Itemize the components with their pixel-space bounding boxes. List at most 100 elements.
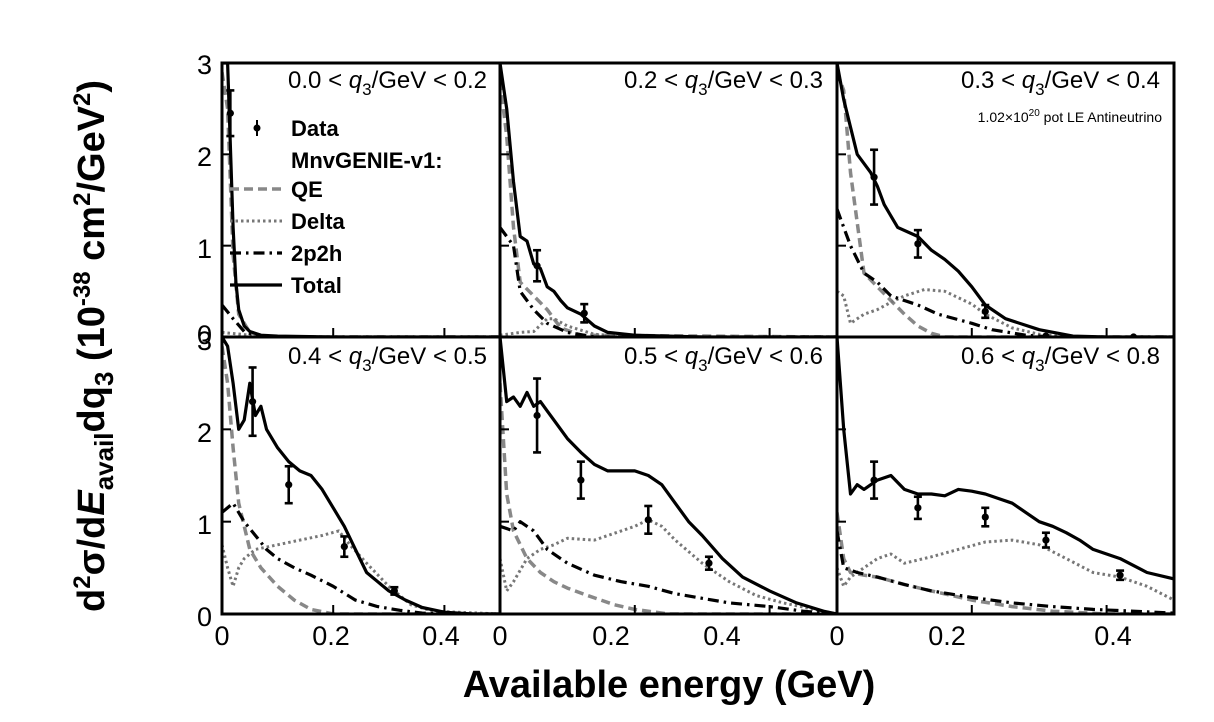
panel-1-total-line — [222, 63, 500, 337]
panel-1-marker-1 — [226, 109, 234, 117]
legend-data-label: Data — [291, 116, 339, 141]
panel-6-frame — [835, 335, 1176, 616]
panel-label-6: 0.6 < q3/GeV < 0.8 — [961, 343, 1160, 375]
panel-2-total-line — [500, 63, 837, 337]
legend-delta-label: Delta — [291, 209, 346, 234]
y-axis-title: d2σ/dEavaildq3 (10-38 cm2/GeV2) — [69, 80, 119, 612]
panel-5-2p2h-line — [500, 520, 837, 614]
panel-label-2: 0.2 < q3/GeV < 0.3 — [624, 67, 823, 99]
panel-4-plot — [222, 337, 500, 614]
y-tick-1-bottom: 1 — [197, 510, 212, 540]
panel-1-data-point-1 — [226, 89, 235, 138]
panel-1-frame — [220, 61, 502, 339]
panel-2-plot — [500, 63, 837, 337]
panel-6-data-point-1 — [870, 460, 879, 500]
panel-3-data-point-2 — [913, 228, 922, 259]
panel-4-marker-2 — [285, 481, 293, 489]
x-tick-0.4-p3: 0.4 — [1094, 621, 1132, 651]
panel-1-qe-line — [222, 71, 500, 337]
panel-6-data-point-4 — [1041, 531, 1050, 549]
panel-1-plot — [222, 63, 500, 337]
panel-6-total-line — [837, 337, 1174, 581]
y-tick-0-top: 0 — [197, 320, 212, 350]
panel-frames — [220, 61, 1176, 616]
panel-4 — [222, 337, 500, 614]
y-tick-0-bottom: 0 — [197, 602, 212, 632]
panel-5-marker-4 — [705, 559, 713, 567]
panel-4-marker-1 — [248, 398, 257, 406]
panel-4-2p2h-line — [222, 501, 500, 614]
y-tick-1-top: 1 — [197, 234, 212, 264]
panel-4-marker-4 — [390, 587, 398, 595]
panel-1-2p2h-line — [222, 303, 500, 337]
panel-6-marker-3 — [981, 513, 989, 521]
panel-3-qe-line — [837, 71, 1174, 337]
panels-group — [222, 63, 1174, 614]
panel-label-3: 0.3 < q3/GeV < 0.4 — [961, 67, 1160, 99]
panel-5-data-point-2 — [576, 460, 585, 500]
y-tick-2-bottom: 2 — [197, 418, 212, 448]
legend-qe-label: QE — [291, 177, 323, 202]
y-tick-2-top: 2 — [197, 142, 212, 172]
panel-label-5: 0.5 < q3/GeV < 0.6 — [624, 343, 823, 375]
x-tick-0-p3: 0 — [829, 621, 844, 651]
panel-3-marker-2 — [914, 240, 922, 248]
panel-6-marker-2 — [914, 504, 922, 512]
panel-3-data-point-1 — [870, 148, 879, 206]
x-tick-0.4-p1: 0.4 — [422, 621, 460, 651]
panel-6-data-point-3 — [981, 506, 990, 528]
y-tick-3-bottom: 3 — [197, 326, 212, 356]
panel-3-marker-3 — [981, 307, 989, 316]
panel-4-data-point-3 — [340, 535, 349, 559]
x-tick-0.4-p2: 0.4 — [703, 621, 741, 651]
panel-5 — [500, 337, 837, 614]
panel-2-marker-2 — [580, 309, 588, 317]
panel-5-total-line — [500, 337, 837, 614]
panel-3-total-line — [837, 63, 1174, 337]
legend: Data MnvGENIE-v1: QE Delta 2p2h Total — [230, 116, 443, 298]
panel-3-plot — [837, 63, 1174, 337]
panel-3-marker-1 — [870, 173, 878, 181]
panel-5-data-point-4 — [704, 555, 713, 571]
panel-5-qe-line — [500, 383, 837, 614]
x-tick-0.2-p1: 0.2 — [312, 621, 350, 651]
panel-6-delta-line — [837, 538, 1174, 602]
panel-3 — [837, 63, 1174, 337]
panel-3-2p2h-line — [837, 208, 1174, 337]
panel-6-2p2h-line — [837, 530, 1174, 614]
panel-6-marker-4 — [1042, 536, 1050, 544]
legend-header: MnvGENIE-v1: — [291, 148, 443, 173]
pot-annotation: 1.02×1020 pot LE Antineutrino — [978, 108, 1163, 125]
panel-2-qe-line — [500, 81, 837, 337]
panel-5-marker-2 — [577, 476, 585, 484]
panel-6-data-point-2 — [913, 495, 922, 521]
panel-label-4: 0.4 < q3/GeV < 0.5 — [288, 343, 487, 375]
panel-2 — [500, 63, 837, 337]
legend-2p2h-label: 2p2h — [291, 241, 342, 266]
panel-5-data-point-1 — [533, 377, 542, 454]
panel-3-delta-line — [837, 288, 1174, 337]
panel-6 — [837, 337, 1174, 614]
panel-2-2p2h-line — [500, 226, 837, 337]
panel-2-frame — [498, 61, 839, 339]
panel-3-data-point-3 — [981, 303, 990, 320]
y-tick-3-top: 3 — [197, 50, 212, 80]
panel-6-plot — [837, 337, 1174, 614]
panel-2-data-point-2 — [580, 302, 589, 324]
panel-6-qe-line — [837, 512, 1174, 614]
x-tick-0-p2: 0 — [492, 621, 507, 651]
panel-5-marker-1 — [533, 411, 541, 420]
panel-5-marker-3 — [644, 516, 652, 524]
panel-6-marker-5 — [1116, 571, 1124, 579]
x-tick-0.2-p2: 0.2 — [592, 621, 630, 651]
panel-4-qe-line — [222, 345, 500, 614]
panel-5-plot — [500, 337, 837, 614]
panel-6-data-point-5 — [1116, 569, 1125, 582]
panel-2-data-point-1 — [533, 248, 542, 283]
legend-total-label: Total — [291, 273, 342, 298]
panel-1 — [222, 63, 500, 337]
panel-label-1: 0.0 < q3/GeV < 0.2 — [288, 67, 487, 99]
legend-data-marker — [253, 124, 261, 132]
panel-5-data-point-3 — [644, 504, 653, 535]
